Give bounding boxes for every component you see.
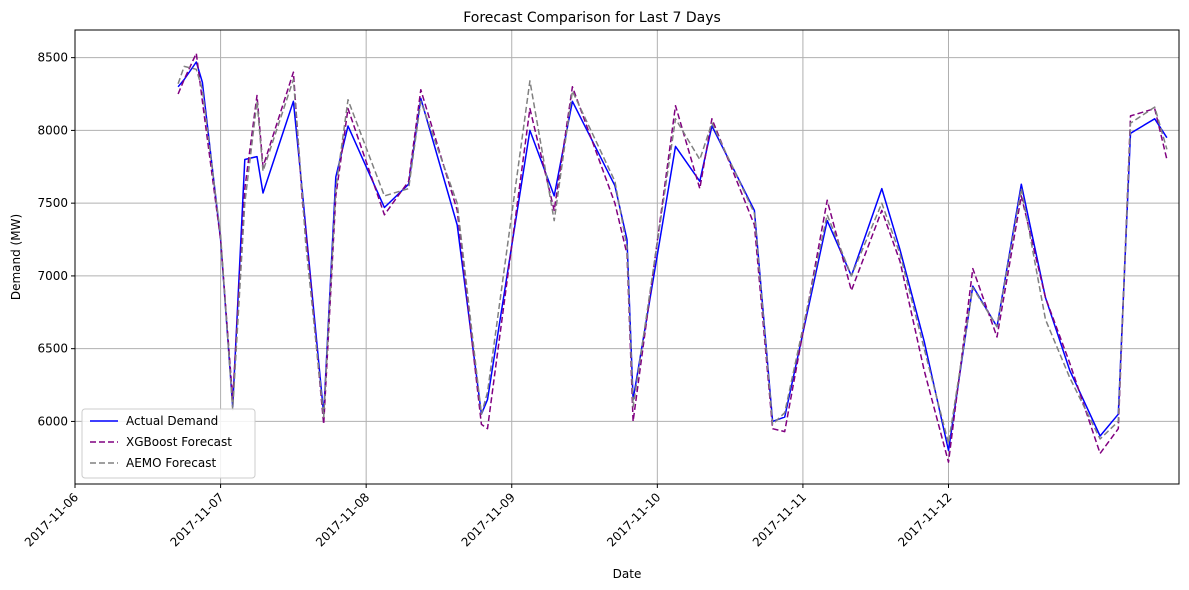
x-tick-label: 2017-11-08 [313, 490, 372, 549]
y-tick-label: 7000 [37, 269, 68, 283]
y-axis-label: Demand (MW) [9, 214, 23, 300]
y-tick-label: 8000 [37, 123, 68, 137]
x-tick-label: 2017-11-07 [167, 490, 226, 549]
series-lines [177, 52, 1168, 463]
x-tick-label: 2017-11-06 [22, 490, 81, 549]
y-tick-label: 6500 [37, 342, 68, 356]
x-tick-label: 2017-11-10 [604, 490, 663, 549]
x-axis-label: Date [613, 567, 642, 581]
y-tick-label: 6000 [37, 414, 68, 428]
series-line-2 [177, 65, 1168, 445]
chart-title: Forecast Comparison for Last 7 Days [463, 10, 721, 26]
legend-label-2: AEMO Forecast [126, 456, 216, 470]
legend-label-0: Actual Demand [126, 414, 218, 428]
y-tick-label: 7500 [37, 196, 68, 210]
x-tick-label: 2017-11-11 [750, 490, 809, 549]
x-tick-label: 2017-11-09 [459, 490, 518, 549]
legend: Actual Demand XGBoost Forecast AEMO Foreca… [81, 408, 256, 479]
x-tick-label: 2017-11-12 [895, 490, 954, 549]
legend-box [81, 408, 256, 479]
legend-label-1: XGBoost Forecast [126, 435, 232, 449]
plot-border [74, 29, 1180, 485]
y-tick-label: 8500 [37, 51, 68, 65]
